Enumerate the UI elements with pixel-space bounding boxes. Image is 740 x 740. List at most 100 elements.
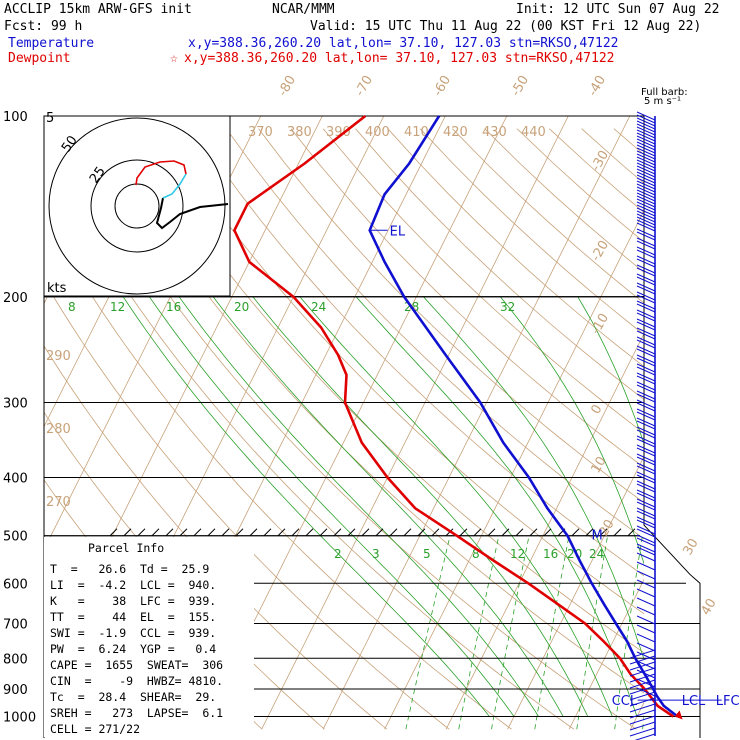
wind-barb <box>636 507 656 517</box>
dry-adiabat-line <box>355 128 644 401</box>
hatch-mark <box>123 528 132 537</box>
hodograph-frame <box>43 115 231 297</box>
wind-barb <box>636 123 656 133</box>
mixing-ratio-label: 24 <box>589 547 604 561</box>
pressure-tick-label: 100 <box>3 110 28 125</box>
wind-barb <box>636 129 656 139</box>
pressure-tick-label: 300 <box>3 397 28 412</box>
sounding-profiles: EL M LCL LFC CCL <box>232 114 740 720</box>
dewpoint-star-icon: ☆ <box>170 51 178 66</box>
moist-adiabat-line <box>299 296 613 717</box>
wind-barb <box>636 189 656 199</box>
org-label: NCAR/MMM <box>272 2 335 17</box>
wind-barb <box>629 691 656 701</box>
wind-barb <box>636 624 656 634</box>
hatch-mark <box>627 528 636 537</box>
hatch-mark <box>263 528 272 537</box>
wind-barb <box>636 462 656 472</box>
wind-barb <box>629 667 656 677</box>
isotherm-line <box>568 578 644 730</box>
hatch-mark <box>375 528 384 537</box>
moist-adiabat-label: 20 <box>234 300 249 314</box>
wind-barb <box>636 291 656 301</box>
wind-barb <box>636 633 656 643</box>
dry-adiabat-line <box>613 128 644 156</box>
wind-barb <box>636 363 656 373</box>
parcel-info-bg <box>44 537 254 737</box>
wind-barb <box>636 192 656 202</box>
parcel-info-row: K = 38 LFC = 939. <box>50 594 216 608</box>
wind-barb <box>636 447 656 457</box>
isotherm-line <box>44 116 262 551</box>
wind-barb <box>636 456 656 466</box>
moist-adiabat-line <box>577 296 644 445</box>
wind-barbs <box>629 111 656 740</box>
wind-barb <box>636 321 656 331</box>
dry-adiabat-line <box>258 128 644 504</box>
pressure-tick-label: 1000 <box>3 711 36 726</box>
wind-barb <box>636 510 656 520</box>
wind-barb <box>636 210 656 220</box>
wind-barb <box>636 276 656 286</box>
wind-barb <box>636 330 656 340</box>
dry-adiabat-line <box>193 128 644 577</box>
hatch-mark <box>515 528 524 537</box>
parcel-info-row: CAPE = 1655 SWEAT= 306 <box>50 658 223 672</box>
wind-barb <box>636 345 656 355</box>
wind-barb <box>636 426 656 436</box>
wind-barb <box>636 312 656 322</box>
isotherm-label: -60 <box>430 73 454 99</box>
ccl-label: CCL <box>612 694 638 709</box>
wind-barb <box>636 438 656 448</box>
wind-barb <box>636 483 656 493</box>
dewpoint-line <box>232 114 675 718</box>
wind-barb <box>629 679 656 689</box>
hatch-mark <box>361 528 370 537</box>
dry-adiabat-line <box>44 150 575 730</box>
wind-barb <box>629 697 656 707</box>
wind-barb <box>636 537 656 547</box>
wind-barb <box>636 501 656 511</box>
dry-adiabat-line <box>387 128 644 368</box>
wind-barb <box>636 528 656 538</box>
wind-barb <box>636 348 656 358</box>
wind-barb <box>636 327 656 337</box>
wind-barb <box>636 570 656 580</box>
parcel-info-row: SWI = -1.9 CCL = 939. <box>50 626 216 640</box>
wind-barb <box>636 579 656 589</box>
wind-barb <box>636 249 656 259</box>
wind-barb <box>636 597 656 607</box>
hatch-mark <box>179 528 188 537</box>
mixing-ratio-line <box>405 536 451 730</box>
wind-barb <box>636 204 656 214</box>
parcel-info-title: Parcel Info <box>88 541 164 555</box>
hodograph-ring-label: 5 <box>46 111 54 126</box>
wind-barb <box>636 258 656 268</box>
pressure-tick-label: 800 <box>3 652 28 667</box>
mixing-ratio-label: 5 <box>423 547 431 561</box>
wind-barb <box>636 198 656 208</box>
moist-adiabat-line <box>499 296 644 565</box>
theta-label: 440 <box>521 125 546 140</box>
wind-barb <box>636 543 656 553</box>
wind-barb <box>636 372 656 382</box>
dewpoint-location: x,y=388.36,260.20 lat,lon= 37.10, 127.03… <box>184 51 614 66</box>
mixing-ratio-line <box>491 536 530 730</box>
wind-barb <box>636 420 656 430</box>
wind-barb <box>636 651 656 661</box>
dry-adiabat-line <box>44 214 512 730</box>
wind-barb <box>636 165 656 175</box>
hodograph-trace-mid <box>162 173 187 199</box>
wind-barb <box>636 453 656 463</box>
isotherm-label: 40 <box>698 596 719 618</box>
wind-barb <box>636 216 656 226</box>
hatch-mark <box>571 528 580 537</box>
hodograph-ring <box>48 117 226 295</box>
theta-label: 410 <box>404 125 429 140</box>
wind-barb <box>636 141 656 151</box>
wind-barb <box>636 201 656 211</box>
wind-barb <box>636 390 656 400</box>
wind-barb <box>636 339 656 349</box>
wind-barb <box>636 159 656 169</box>
